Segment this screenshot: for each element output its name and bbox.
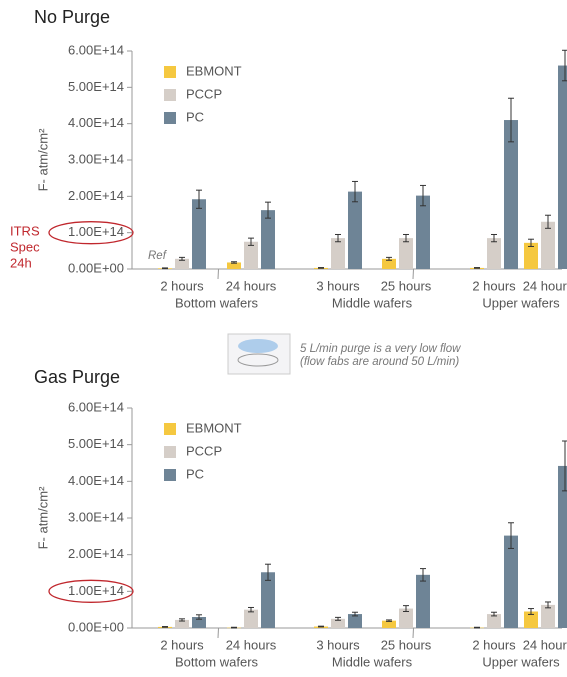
group-label: Middle wafers <box>332 654 413 669</box>
note: 5 L/min purge is a very low flow <box>300 343 461 355</box>
x-tick-label: 24 hours <box>226 637 277 652</box>
y-tick-label: 6.00E+14 <box>68 42 124 57</box>
inset-image <box>227 333 291 375</box>
x-tick-label: 2 hours <box>472 637 516 652</box>
legend-label: PCCP <box>186 86 222 101</box>
x-tick-label: 24 hours <box>523 278 567 293</box>
y-tick-label: 3.00E+14 <box>68 151 124 166</box>
bar <box>487 614 501 628</box>
legend-swatch <box>164 469 176 481</box>
bar <box>487 238 501 269</box>
bar <box>227 262 241 269</box>
legend-swatch <box>164 112 176 124</box>
y-tick-label: 6.00E+14 <box>68 399 124 414</box>
legend-swatch <box>164 446 176 458</box>
bar <box>244 609 258 628</box>
bar <box>175 258 189 269</box>
bar <box>541 604 555 628</box>
y-tick-label: 0.00E+00 <box>68 260 124 275</box>
x-tick-label: 24 hours <box>226 278 277 293</box>
group-label: Bottom wafers <box>175 295 259 310</box>
y-axis-label: F- atm/cm² <box>35 486 50 549</box>
chart-title: No Purge <box>34 7 110 27</box>
bar <box>382 258 396 269</box>
ref-label: Ref <box>148 250 168 262</box>
bar <box>348 191 362 269</box>
x-tick-label: 2 hours <box>160 637 204 652</box>
bar <box>331 238 345 269</box>
legend-swatch <box>164 66 176 78</box>
group-label: Upper wafers <box>482 654 560 669</box>
bar <box>504 120 518 270</box>
legend-label: PC <box>186 109 204 124</box>
y-tick-label: 3.00E+14 <box>68 509 124 524</box>
legend-swatch <box>164 89 176 101</box>
bar <box>244 241 258 269</box>
bar <box>192 617 206 628</box>
bar <box>524 242 538 269</box>
y-tick-label: 4.00E+14 <box>68 473 124 488</box>
x-tick-label: 3 hours <box>316 278 360 293</box>
spec-label: ITRS <box>10 224 40 239</box>
group-separator <box>412 627 414 639</box>
y-tick-label: 2.00E+14 <box>68 188 124 203</box>
bar <box>399 608 413 628</box>
x-tick-label: 25 hours <box>381 278 432 293</box>
bar <box>399 238 413 269</box>
bar <box>331 618 345 628</box>
x-tick-label: 24 hours <box>523 637 567 652</box>
bar <box>416 195 430 269</box>
x-tick-label: 3 hours <box>316 637 360 652</box>
y-tick-label: 2.00E+14 <box>68 546 124 561</box>
bar <box>175 619 189 628</box>
highlight <box>48 579 134 603</box>
y-axis-label: F- atm/cm² <box>35 128 50 191</box>
x-tick-label: 25 hours <box>381 637 432 652</box>
y-tick-label: 5.00E+14 <box>68 79 124 94</box>
y-tick-label: 0.00E+00 <box>68 619 124 634</box>
legend-label: EBMONT <box>186 420 242 435</box>
spec-label: Spec <box>10 240 40 255</box>
legend-label: PCCP <box>186 443 222 458</box>
y-tick-label: 5.00E+14 <box>68 436 124 451</box>
bar <box>504 535 518 628</box>
bar <box>541 221 555 269</box>
bar <box>348 614 362 628</box>
bar <box>558 65 567 270</box>
group-separator <box>412 268 414 280</box>
bar <box>261 572 275 628</box>
group-separator <box>217 627 219 639</box>
bar <box>382 620 396 628</box>
bar <box>558 465 567 628</box>
note: (flow fabs are around 50 L/min) <box>300 356 459 368</box>
legend-label: EBMONT <box>186 63 242 78</box>
spec-label: 24h <box>10 256 32 271</box>
bar <box>416 574 430 628</box>
y-tick-label: 1.00E+14 <box>68 224 124 239</box>
bar <box>261 210 275 269</box>
group-label: Middle wafers <box>332 295 413 310</box>
bar <box>524 611 538 628</box>
group-label: Upper wafers <box>482 295 560 310</box>
group-separator <box>217 268 219 280</box>
y-tick-label: 4.00E+14 <box>68 115 124 130</box>
x-tick-label: 2 hours <box>472 278 516 293</box>
y-tick-label: 1.00E+14 <box>68 583 124 598</box>
highlight <box>48 221 134 245</box>
chart-title: Gas Purge <box>34 367 120 387</box>
bar <box>192 199 206 269</box>
x-tick-label: 2 hours <box>160 278 204 293</box>
group-label: Bottom wafers <box>175 654 259 669</box>
legend-label: PC <box>186 466 204 481</box>
legend-swatch <box>164 423 176 435</box>
